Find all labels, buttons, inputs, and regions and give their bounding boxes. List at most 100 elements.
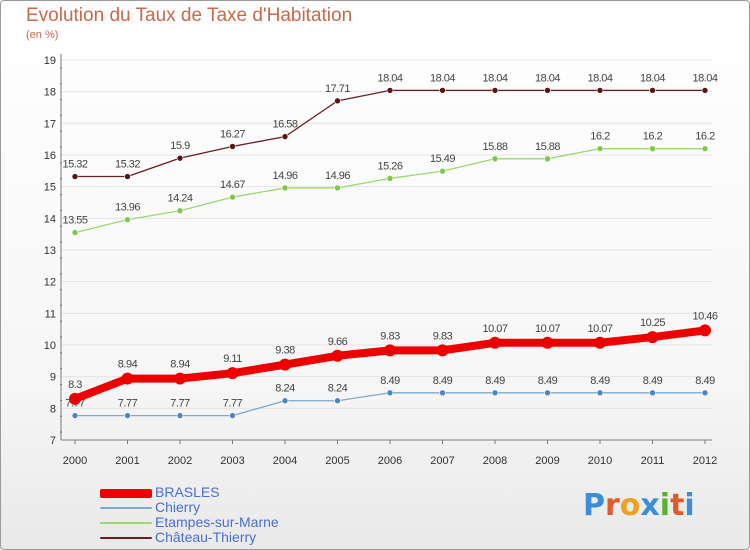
data-label: 15.88: [535, 141, 560, 153]
data-label: 18.04: [482, 72, 507, 84]
data-point: [491, 155, 499, 163]
data-point: [439, 167, 446, 175]
data-point: [229, 143, 236, 150]
data-point: [334, 184, 341, 192]
y-tick-label: 18: [44, 87, 56, 99]
data-label: 8.3: [68, 379, 82, 391]
data-label: 7.77: [170, 398, 190, 410]
data-point: [281, 184, 289, 192]
data-point: [176, 412, 184, 419]
data-label: 15.32: [62, 159, 87, 171]
data-point: [124, 173, 131, 180]
data-label: 18.04: [640, 72, 665, 84]
data-point: [699, 324, 711, 337]
data-label: 7.77: [118, 398, 138, 410]
data-label: 8.24: [275, 383, 295, 395]
logo-letter: x: [640, 488, 660, 523]
data-label: 8.49: [538, 375, 558, 387]
data-label: 14.96: [325, 170, 350, 182]
data-point: [71, 229, 79, 236]
data-point: [174, 372, 186, 385]
data-point: [176, 207, 184, 215]
data-label: 10.25: [640, 317, 665, 329]
data-point: [541, 336, 554, 349]
data-label: 8.49: [695, 375, 715, 387]
data-point: [229, 193, 236, 201]
legend-label-etampes: Etampes-sur-Marne: [155, 514, 279, 530]
data-label: 8.94: [170, 359, 190, 371]
data-label: 9.83: [380, 330, 400, 342]
data-label: 9.66: [328, 336, 348, 348]
data-point: [229, 412, 236, 419]
data-point: [646, 331, 659, 344]
data-label: 16.27: [220, 128, 245, 140]
data-point: [69, 392, 81, 405]
data-label: 13.55: [62, 215, 87, 227]
data-label: 16.2: [695, 131, 715, 143]
data-point: [124, 216, 131, 223]
data-point: [649, 87, 656, 94]
data-label: 8.49: [433, 375, 453, 387]
logo-letter: i: [684, 488, 695, 523]
data-point: [386, 389, 394, 397]
data-label: 9.83: [433, 330, 453, 342]
logo-letter: P: [583, 488, 605, 523]
data-point: [649, 389, 656, 397]
data-point: [701, 87, 709, 94]
data-label: 9.38: [275, 345, 295, 357]
data-point: [176, 154, 184, 162]
x-tick-label: 2002: [168, 455, 192, 467]
data-label: 18.04: [377, 72, 402, 84]
data-point: [596, 87, 604, 94]
data-point: [491, 389, 499, 397]
legend-swatch-etampes: [100, 522, 152, 524]
data-label: 8.49: [380, 375, 400, 387]
y-tick-label: 9: [50, 372, 56, 384]
y-tick-label: 7: [50, 435, 56, 447]
data-label: 9.11: [223, 353, 242, 365]
data-point: [71, 173, 79, 180]
chart-title: Evolution du Taux de Taxe d'Habitation: [26, 5, 353, 26]
data-point: [596, 145, 604, 152]
data-point: [124, 412, 131, 419]
data-point: [71, 412, 79, 419]
data-point: [544, 87, 551, 94]
chart-subtitle: (en %): [26, 29, 59, 41]
data-label: 17.71: [325, 83, 350, 95]
data-label: 14.96: [272, 170, 297, 182]
x-tick-label: 2011: [641, 455, 665, 467]
y-tick-label: 14: [44, 213, 56, 225]
y-tick-label: 17: [44, 118, 56, 130]
y-tick-label: 19: [44, 55, 56, 67]
data-label: 10.46: [692, 310, 717, 322]
data-point: [331, 349, 344, 362]
data-point: [491, 87, 499, 94]
y-tick-label: 15: [44, 182, 56, 194]
logo-letter: t: [670, 488, 685, 523]
data-point: [701, 389, 709, 397]
x-tick-label: 2006: [378, 455, 402, 467]
logo-letter: o: [619, 488, 641, 523]
data-point: [384, 344, 396, 357]
data-point: [226, 367, 239, 380]
data-point: [649, 145, 656, 152]
data-label: 8.49: [485, 375, 505, 387]
data-label: 18.04: [692, 72, 717, 84]
data-point: [544, 389, 551, 397]
data-label: 13.96: [115, 202, 140, 214]
x-tick-label: 2003: [220, 455, 244, 467]
data-point: [281, 397, 289, 405]
x-tick-label: 2008: [483, 455, 507, 467]
data-label: 10.07: [482, 323, 507, 335]
y-tick-label: 16: [44, 150, 56, 162]
data-point: [701, 145, 709, 152]
data-label: 14.24: [167, 193, 192, 205]
data-point: [594, 336, 606, 349]
data-point: [386, 175, 394, 182]
legend-swatch-brasles: [100, 489, 152, 498]
data-label: 15.32: [115, 159, 140, 171]
data-point: [544, 155, 551, 163]
data-label: 16.58: [272, 119, 297, 131]
legend-swatch-chierry: [100, 507, 152, 509]
